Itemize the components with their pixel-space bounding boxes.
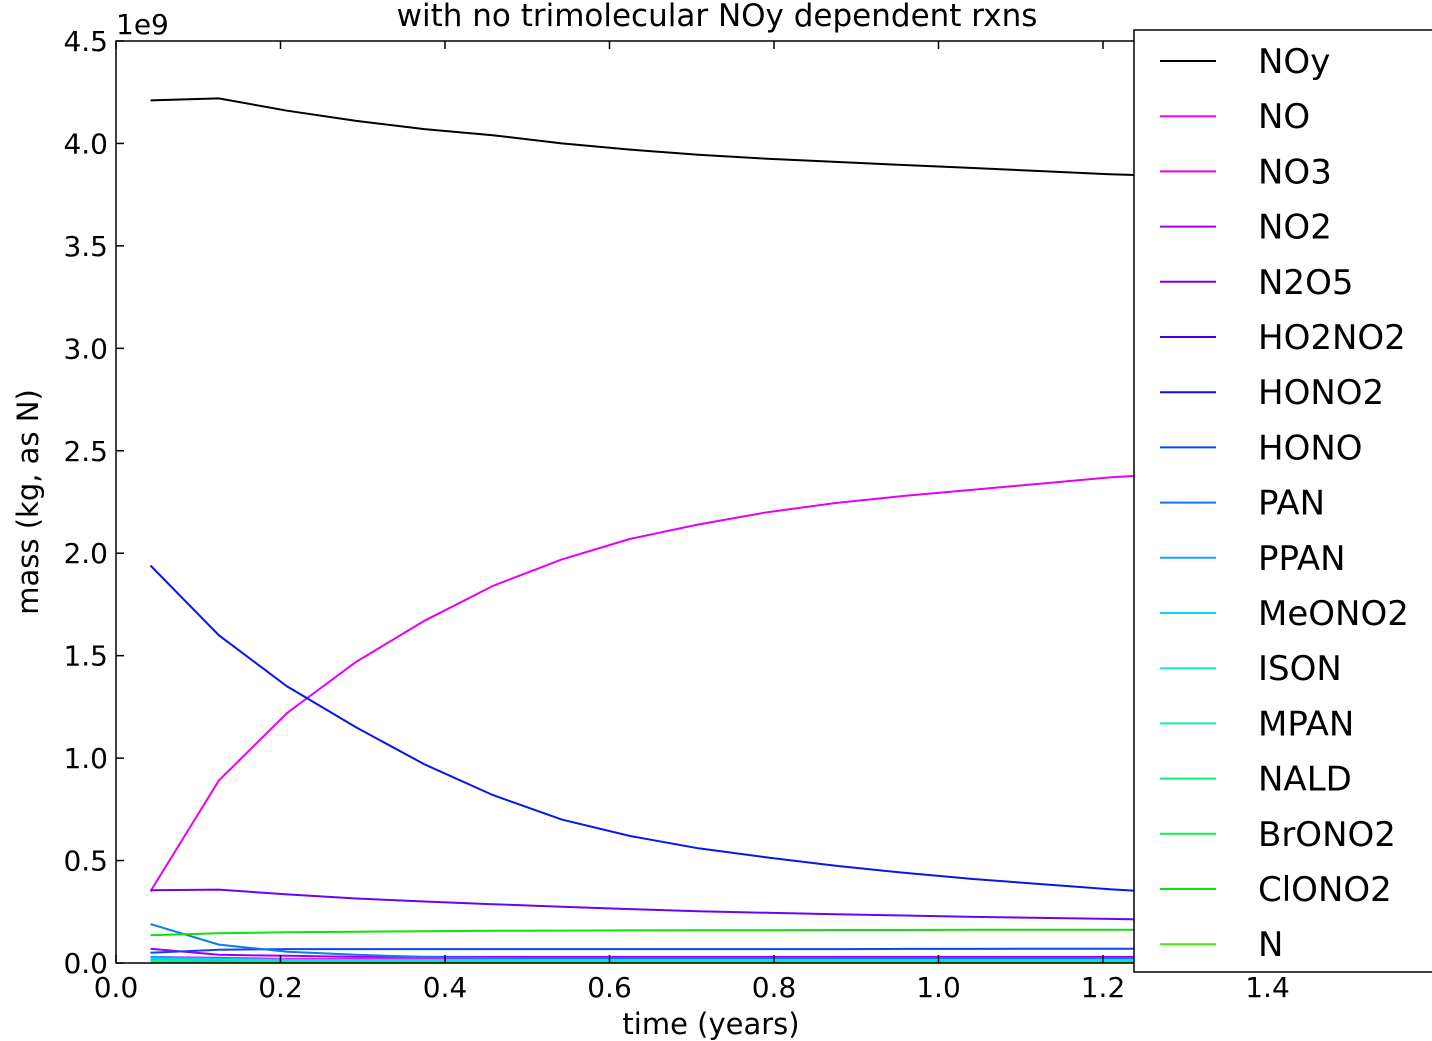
- legend-label-clono2: ClONO2: [1258, 870, 1392, 910]
- x-tick-label: 0.8: [752, 971, 797, 1004]
- y-tick-label: 3.5: [63, 230, 108, 263]
- legend-items: NOy NO NO3 NO2 N2O5 HO2NO2 HONO2 HONO PAN PPAN MeO…: [1160, 42, 1409, 965]
- legend-label-meono2: MeONO2: [1258, 594, 1409, 634]
- x-tick-label: 1.0: [916, 971, 961, 1004]
- legend-label-mpan: MPAN: [1258, 704, 1354, 744]
- y-tick-label: 1.5: [63, 640, 108, 673]
- x-tick-label: 1.4: [1245, 971, 1290, 1004]
- legend-label-no2: NO2: [1258, 208, 1332, 248]
- x-tick-label: 0.4: [423, 971, 468, 1004]
- chart-title: with no trimolecular NOy dependent rxns: [397, 0, 1038, 34]
- x-tick-label: 1.2: [1081, 971, 1126, 1004]
- x-tick-label: 0.2: [258, 971, 303, 1004]
- legend-label-no3: NO3: [1258, 152, 1332, 192]
- legend-label-pan: PAN: [1258, 484, 1325, 524]
- y-tick-label: 0.0: [63, 947, 108, 980]
- legend-label-brono2: BrONO2: [1258, 815, 1396, 855]
- y-tick-label: 0.5: [63, 845, 108, 878]
- legend-label-ppan: PPAN: [1258, 539, 1346, 579]
- y-tick-label: 3.0: [63, 332, 108, 365]
- tick-layer: 0.0 0.2 0.4 0.6 0.8 1.0 1.2 1.4 0.0 0.5 1.0 1.5 2.0 2…: [63, 25, 1289, 1004]
- legend-label-n: N: [1258, 925, 1283, 965]
- y-tick-label: 4.5: [63, 25, 108, 58]
- y-tick-label: 1.0: [63, 742, 108, 775]
- legend-label-noy: NOy: [1258, 42, 1330, 82]
- legend-frame: [1133, 29, 1432, 973]
- y-tick-label: 2.0: [63, 537, 108, 570]
- plot-frame: [115, 40, 1432, 964]
- legend-label-no: NO: [1258, 97, 1310, 137]
- legend-label-hono2: HONO2: [1258, 373, 1384, 413]
- y-tick-label: 2.5: [63, 435, 108, 468]
- x-tick-label: 0.6: [587, 971, 632, 1004]
- legend-label-n2o5: N2O5: [1258, 263, 1353, 303]
- x-axis-label: time (years): [622, 1007, 799, 1041]
- y-tick-label: 4.0: [63, 127, 108, 160]
- legend-label-hono: HONO: [1258, 428, 1363, 468]
- legend-label-ho2no2: HO2NO2: [1258, 318, 1406, 358]
- legend-label-nald: NALD: [1258, 760, 1352, 800]
- legend: NOy NO NO3 NO2 N2O5 HO2NO2 HONO2 HONO PAN PPAN MeO…: [1133, 29, 1432, 973]
- x-tick-label: 0.0: [94, 971, 139, 1004]
- legend-label-ison: ISON: [1258, 649, 1342, 689]
- y-axis-multiplier: 1e9: [116, 8, 169, 41]
- y-axis-label: mass (kg, as N): [11, 389, 45, 615]
